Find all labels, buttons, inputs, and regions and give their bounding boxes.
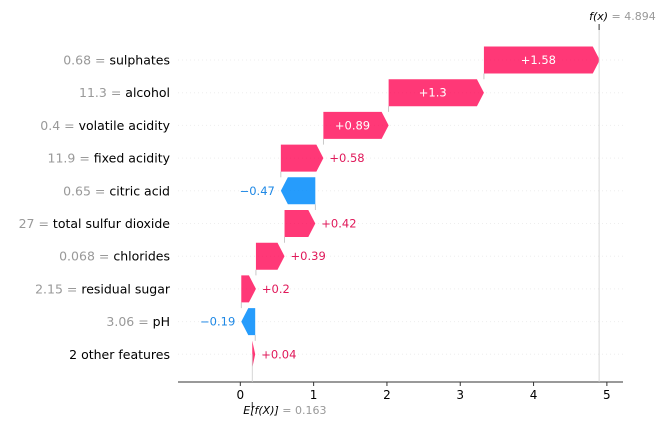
contribution-bar bbox=[284, 210, 316, 237]
feature-label: 2 other features bbox=[69, 347, 170, 362]
bar-connectors bbox=[240, 73, 485, 341]
feature-value: 11.3 = bbox=[79, 85, 125, 100]
contribution-label: +0.39 bbox=[291, 249, 326, 263]
contribution-bar bbox=[323, 111, 389, 139]
x-tick-label: 1 bbox=[310, 388, 318, 402]
feature-name: total sulfur dioxide bbox=[53, 216, 170, 231]
feature-label: 27 = total sulfur dioxide bbox=[19, 216, 171, 231]
contribution-bar bbox=[255, 242, 285, 270]
output-value-symbol: f(x) bbox=[589, 10, 608, 23]
annotations: f(x) = 4.894 E[f(X)] = 0.163 bbox=[243, 10, 656, 417]
contribution-label: +0.04 bbox=[261, 347, 296, 361]
contribution-bar bbox=[388, 79, 484, 107]
contribution-bar bbox=[241, 275, 256, 303]
feature-value: 2.15 = bbox=[35, 281, 81, 296]
feature-label: 11.9 = fixed acidity bbox=[48, 151, 171, 166]
contribution-label: +0.58 bbox=[329, 151, 364, 165]
feature-name: citric acid bbox=[109, 183, 170, 198]
feature-value: 27 = bbox=[19, 216, 53, 231]
contribution-bar bbox=[483, 46, 600, 74]
feature-labels: 0.68 = sulphates +1.58 11.3 = alcohol +1.3 0… bbox=[19, 53, 556, 362]
feature-name: pH bbox=[153, 314, 170, 329]
contribution-label: +0.2 bbox=[262, 282, 290, 296]
x-tick-label: 0 bbox=[236, 388, 244, 402]
output-value-number: = 4.894 bbox=[608, 10, 656, 23]
contribution-label: −0.47 bbox=[240, 184, 275, 198]
feature-label: 0.068 = chlorides bbox=[59, 249, 170, 264]
feature-label: 11.3 = alcohol bbox=[79, 85, 170, 100]
x-tick-label: 4 bbox=[530, 388, 538, 402]
output-value-label: f(x) = 4.894 bbox=[589, 10, 656, 23]
contribution-bar bbox=[280, 177, 316, 205]
feature-label: 0.65 = citric acid bbox=[63, 183, 170, 198]
x-tick-label: 5 bbox=[603, 388, 611, 402]
feature-value: 11.9 = bbox=[48, 151, 94, 166]
feature-name: volatile acidity bbox=[79, 118, 171, 133]
x-axis: 0 1 2 3 4 5 bbox=[178, 381, 623, 402]
x-tick-label: 3 bbox=[456, 388, 464, 402]
feature-value: 0.4 = bbox=[40, 118, 78, 133]
x-tick-label: 2 bbox=[383, 388, 391, 402]
contribution-label: +0.89 bbox=[335, 118, 370, 132]
feature-name: residual sugar bbox=[81, 281, 171, 296]
feature-name: 2 other features bbox=[69, 347, 170, 362]
feature-value: 0.68 = bbox=[63, 53, 109, 68]
feature-name: chlorides bbox=[113, 249, 170, 264]
feature-label: 3.06 = pH bbox=[106, 314, 170, 329]
feature-label: 0.68 = sulphates bbox=[63, 53, 170, 68]
contribution-label: +1.3 bbox=[419, 86, 447, 100]
contribution-bar bbox=[252, 340, 256, 368]
contribution-label: +0.42 bbox=[321, 217, 356, 231]
base-value-label: E[f(X)] = 0.163 bbox=[243, 404, 326, 417]
feature-label: 2.15 = residual sugar bbox=[35, 281, 171, 296]
feature-value: 3.06 = bbox=[106, 314, 152, 329]
contribution-bars bbox=[241, 46, 600, 368]
base-value-number: = 0.163 bbox=[279, 404, 327, 417]
contribution-label: +1.58 bbox=[521, 53, 556, 67]
feature-name: sulphates bbox=[109, 53, 170, 68]
contribution-label: −0.19 bbox=[200, 315, 235, 329]
feature-value: 0.65 = bbox=[63, 183, 109, 198]
feature-name: fixed acidity bbox=[94, 151, 171, 166]
feature-value: 0.068 = bbox=[59, 249, 113, 264]
contribution-bar bbox=[280, 144, 324, 172]
base-value-symbol: E[f(X)] bbox=[243, 404, 279, 417]
contribution-bar bbox=[241, 308, 256, 336]
feature-label: 0.4 = volatile acidity bbox=[40, 118, 170, 133]
feature-name: alcohol bbox=[125, 85, 170, 100]
